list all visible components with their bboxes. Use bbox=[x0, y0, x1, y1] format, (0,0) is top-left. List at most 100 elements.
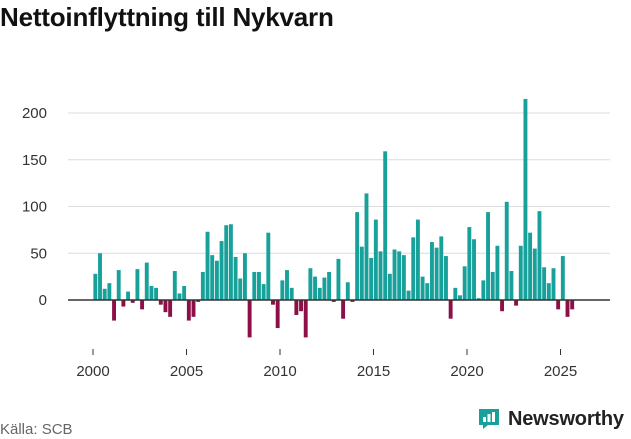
chart-gridlines bbox=[68, 112, 610, 254]
bar bbox=[144, 262, 149, 300]
page-title: Nettoinflyttning till Nykvarn bbox=[0, 2, 334, 32]
bar bbox=[397, 251, 402, 300]
bar bbox=[308, 268, 313, 300]
bar bbox=[392, 249, 397, 300]
bar bbox=[271, 300, 275, 305]
bar bbox=[504, 201, 509, 300]
bar bbox=[219, 241, 224, 300]
bar bbox=[528, 232, 533, 300]
bar bbox=[327, 271, 332, 300]
bar bbox=[518, 245, 523, 300]
bar bbox=[537, 211, 542, 301]
bar bbox=[210, 255, 215, 300]
x-tick-label: 2015 bbox=[357, 363, 390, 380]
bar bbox=[116, 270, 121, 300]
bar bbox=[242, 253, 247, 300]
bar bbox=[322, 277, 327, 300]
y-tick-label: 100 bbox=[22, 199, 47, 216]
bar bbox=[355, 212, 360, 300]
bar bbox=[364, 193, 369, 300]
bar bbox=[570, 300, 575, 310]
bar bbox=[126, 291, 131, 300]
bar bbox=[121, 300, 126, 307]
bar bbox=[444, 256, 448, 301]
bar bbox=[500, 300, 505, 312]
bar bbox=[177, 293, 182, 300]
bar bbox=[336, 258, 341, 300]
bar bbox=[280, 280, 285, 301]
bar bbox=[458, 295, 462, 300]
bar bbox=[112, 300, 116, 321]
bar bbox=[425, 283, 430, 300]
bar bbox=[196, 300, 201, 302]
bar bbox=[434, 247, 439, 300]
x-tick-label: 2000 bbox=[76, 363, 109, 380]
x-tick-label: 2025 bbox=[544, 363, 577, 380]
bar bbox=[495, 245, 500, 300]
bar bbox=[565, 300, 570, 317]
bar bbox=[303, 300, 308, 338]
bar bbox=[200, 271, 205, 300]
y-tick-label: 50 bbox=[30, 245, 47, 262]
bar bbox=[205, 231, 210, 301]
bar bbox=[214, 260, 219, 300]
bar bbox=[383, 151, 388, 300]
bar bbox=[158, 300, 163, 305]
bar bbox=[546, 283, 551, 300]
bar bbox=[406, 290, 411, 300]
bar bbox=[182, 285, 187, 301]
bar bbox=[420, 276, 425, 301]
bar bbox=[261, 284, 266, 301]
bar bbox=[481, 280, 486, 301]
y-tick-label: 200 bbox=[22, 105, 47, 122]
bar bbox=[453, 287, 458, 301]
bar bbox=[107, 283, 112, 300]
bar bbox=[294, 300, 299, 315]
bar bbox=[252, 271, 257, 300]
bar bbox=[439, 236, 444, 300]
bar bbox=[378, 251, 383, 300]
bar bbox=[551, 268, 556, 300]
brand: Newsworthy bbox=[476, 406, 624, 432]
bar bbox=[317, 287, 322, 301]
newsworthy-logo-icon bbox=[479, 409, 499, 429]
brand-name: Newsworthy bbox=[508, 407, 624, 430]
bar bbox=[233, 256, 238, 300]
bar bbox=[149, 285, 154, 301]
bar bbox=[532, 248, 537, 300]
bar bbox=[429, 242, 434, 300]
bar bbox=[490, 271, 495, 300]
bar bbox=[238, 278, 243, 301]
bar bbox=[509, 271, 514, 300]
bar bbox=[560, 256, 565, 301]
bar bbox=[415, 219, 420, 300]
bar bbox=[373, 219, 378, 300]
bar bbox=[140, 300, 145, 310]
y-tick-label: 0 bbox=[39, 292, 47, 309]
bar bbox=[257, 271, 261, 300]
bar bbox=[345, 282, 350, 301]
x-tick-label: 2005 bbox=[170, 363, 203, 380]
bar bbox=[163, 300, 168, 313]
x-axis: 2000 2005 2010 2015 2020 2025 bbox=[76, 349, 577, 380]
bar bbox=[98, 253, 102, 300]
bar bbox=[275, 300, 280, 329]
bar bbox=[359, 246, 364, 300]
bar bbox=[285, 270, 289, 300]
source-label: Källa: SCB bbox=[0, 421, 73, 438]
bar bbox=[486, 212, 490, 300]
bar bbox=[102, 288, 107, 300]
bar bbox=[186, 300, 191, 321]
bar bbox=[542, 267, 547, 300]
bar bbox=[266, 232, 271, 300]
bar bbox=[341, 300, 346, 319]
chart-bars bbox=[93, 98, 575, 338]
bar bbox=[472, 239, 476, 300]
bar bbox=[387, 273, 392, 300]
bar bbox=[299, 300, 303, 312]
bar bbox=[523, 98, 528, 300]
bar bbox=[191, 300, 196, 317]
bar bbox=[168, 300, 173, 317]
bar bbox=[313, 276, 318, 301]
